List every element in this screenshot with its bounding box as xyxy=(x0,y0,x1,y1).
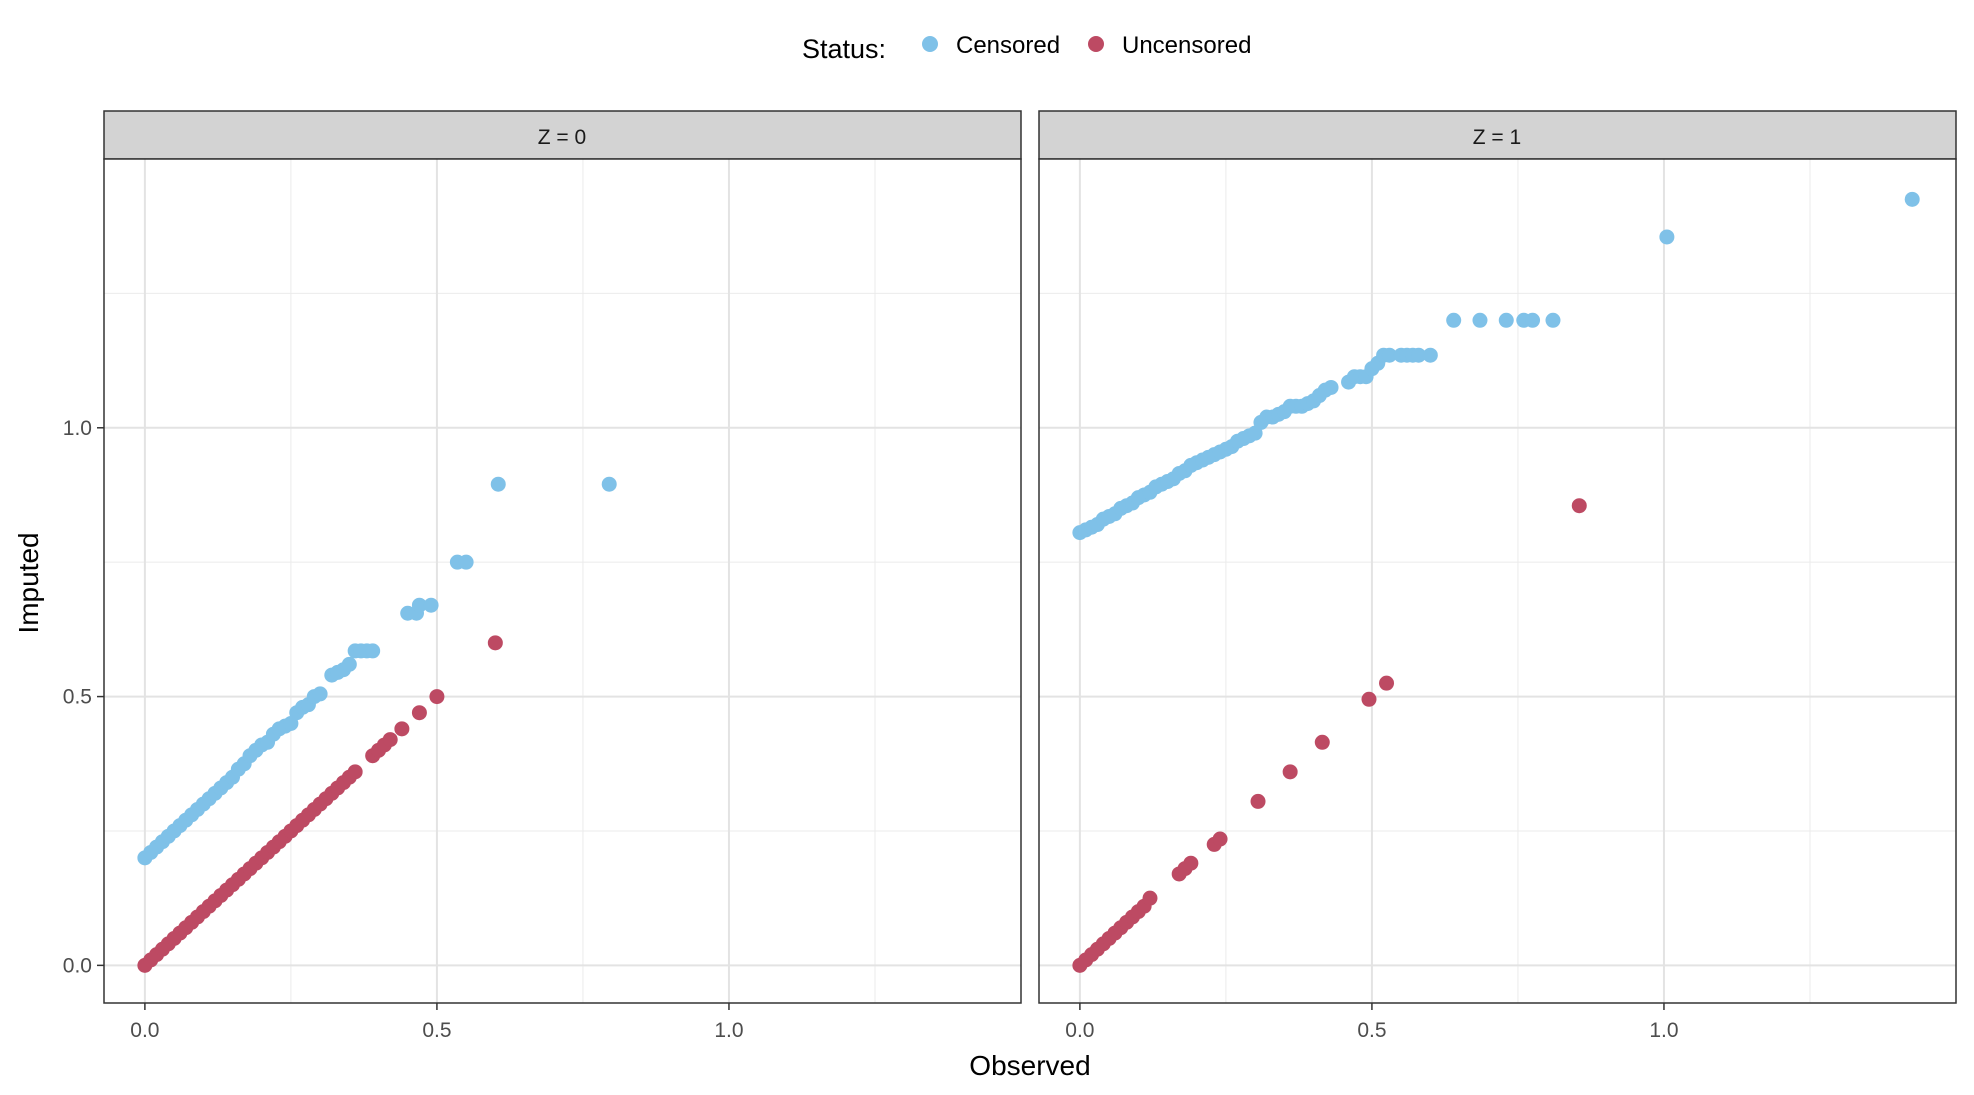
x-tick-label: 1.0 xyxy=(714,1019,743,1042)
point-uncensored xyxy=(382,732,398,748)
point-censored xyxy=(490,476,506,492)
legend: Status: Censored Uncensored xyxy=(802,32,1251,64)
strip-label-z0: Z = 0 xyxy=(538,126,586,149)
point-censored xyxy=(1525,312,1541,328)
point-uncensored xyxy=(1250,793,1266,809)
point-uncensored xyxy=(1361,691,1377,707)
gridlines-z0 xyxy=(104,159,1021,1003)
gridlines-z1 xyxy=(1039,159,1956,1003)
point-uncensored xyxy=(411,705,427,721)
x-tick-label: 1.0 xyxy=(1649,1019,1678,1042)
point-uncensored xyxy=(1379,675,1395,691)
point-censored xyxy=(1411,347,1427,363)
point-censored xyxy=(1659,229,1675,245)
y-ticks-z0: 0.0 0.5 1.0 xyxy=(63,417,104,977)
point-censored xyxy=(423,597,439,613)
x-tick-label: 0.0 xyxy=(1065,1019,1094,1042)
panel-border-z1 xyxy=(1038,158,1957,1004)
point-censored xyxy=(1381,347,1397,363)
point-uncensored xyxy=(487,635,503,651)
legend-title: Status: xyxy=(802,34,886,64)
point-censored xyxy=(1498,312,1514,328)
point-uncensored xyxy=(347,764,363,780)
x-tick-label: 0.0 xyxy=(130,1019,159,1042)
point-censored xyxy=(411,597,427,613)
point-uncensored xyxy=(1314,734,1330,750)
point-uncensored xyxy=(429,689,445,705)
point-uncensored xyxy=(1142,890,1158,906)
panel-border-z0 xyxy=(103,158,1022,1004)
point-uncensored xyxy=(1212,831,1228,847)
y-tick-label: 1.0 xyxy=(63,417,92,440)
point-censored xyxy=(1446,312,1462,328)
point-censored xyxy=(1323,379,1339,395)
legend-key-uncensored xyxy=(1088,36,1104,52)
x-ticks-z0: 0.0 0.5 1.0 xyxy=(130,1003,744,1042)
y-tick-label: 0.0 xyxy=(63,954,92,977)
x-ticks-z1: 0.0 0.5 1.0 xyxy=(1065,1003,1679,1042)
legend-label-uncensored: Uncensored xyxy=(1122,32,1251,59)
point-censored xyxy=(1422,347,1438,363)
point-uncensored xyxy=(1183,855,1199,871)
point-uncensored xyxy=(1571,498,1587,514)
strip-z0 xyxy=(103,110,1022,160)
point-censored xyxy=(341,656,357,672)
point-censored xyxy=(458,554,474,570)
strip-label-z1: Z = 1 xyxy=(1473,126,1521,149)
point-censored xyxy=(365,643,381,659)
point-censored xyxy=(312,686,328,702)
point-censored xyxy=(1545,312,1561,328)
y-axis-title: Imputed xyxy=(13,532,44,633)
point-censored xyxy=(1472,312,1488,328)
legend-key-censored xyxy=(922,36,938,52)
point-uncensored xyxy=(1282,764,1298,780)
point-uncensored xyxy=(394,721,410,737)
points-z1 xyxy=(1072,191,1920,973)
panel-z0: Z = 0 0.0 0.5 1.0 0.0 0.5 1.0 xyxy=(63,110,1022,1042)
point-censored xyxy=(1904,191,1920,207)
x-tick-label: 0.5 xyxy=(422,1019,451,1042)
x-axis-title: Observed xyxy=(969,1050,1090,1081)
legend-label-censored: Censored xyxy=(956,32,1060,59)
y-tick-label: 0.5 xyxy=(63,686,92,709)
points-z0 xyxy=(137,476,617,973)
panel-z1: Z = 1 0.0 0.5 1.0 xyxy=(1038,110,1957,1042)
point-censored xyxy=(601,476,617,492)
x-tick-label: 0.5 xyxy=(1357,1019,1386,1042)
